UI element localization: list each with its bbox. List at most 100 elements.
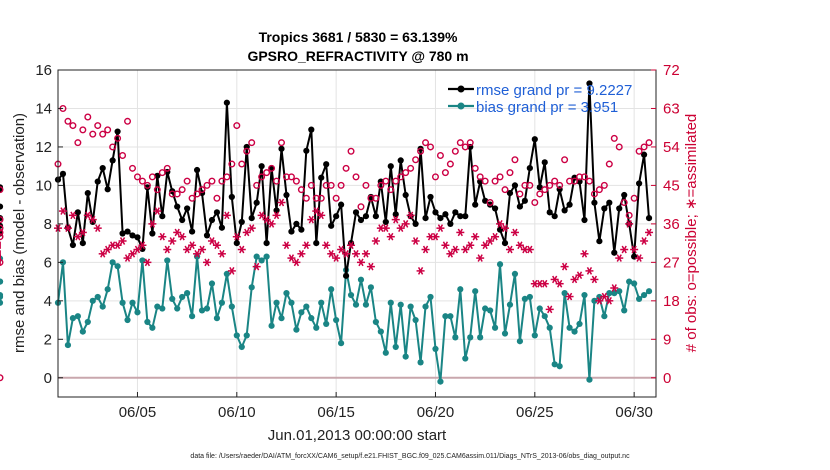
rmse-point (308, 126, 315, 133)
chart-title: Tropics 3681 / 5830 = 63.139% (259, 29, 458, 45)
obs-assimilated-point (123, 254, 132, 262)
rmse-point (119, 230, 126, 237)
obs-assimilated-point (337, 245, 346, 254)
bias-point (338, 340, 345, 347)
bias-point (561, 290, 568, 297)
obs-possible-point (317, 194, 325, 202)
y-tick-label: 2 (44, 331, 52, 348)
obs-assimilated-point (560, 262, 569, 271)
rmse-point (536, 184, 543, 191)
rmse-point (372, 213, 379, 220)
y2-axis-label: # of obs: o=possible; ∗=assimilated (683, 114, 700, 353)
obs-assimilated-point (371, 237, 380, 245)
bias-point (551, 361, 558, 368)
obs-possible-point (342, 164, 350, 172)
bias-point (427, 293, 434, 301)
obs-possible-point (431, 173, 439, 181)
obs-assimilated-point (605, 296, 614, 305)
bias-point (79, 328, 86, 335)
obs-possible-point (273, 177, 281, 185)
obs-possible-point (580, 173, 588, 181)
obs-assimilated-point (565, 292, 574, 301)
bias-point (496, 261, 504, 268)
obs-possible-point (258, 173, 266, 181)
obs-assimilated-point (391, 215, 400, 224)
bias-point (487, 307, 494, 314)
obs-assimilated-point (173, 228, 182, 237)
rmse-point (342, 272, 350, 279)
bias-point (129, 299, 136, 306)
bias-point (501, 330, 509, 337)
obs-assimilated-point (525, 245, 534, 254)
bias-point (367, 284, 375, 291)
bias-point (74, 313, 81, 320)
obs-possible-point (471, 164, 479, 172)
obs-assimilated-point (486, 237, 495, 245)
rmse-point (561, 207, 568, 214)
obs-assimilated-point (317, 211, 326, 220)
bias-point (531, 332, 538, 339)
obs-assimilated-point (133, 245, 142, 254)
obs-possible-point (640, 143, 648, 151)
obs-assimilated-point (307, 215, 316, 224)
obs-assimilated-point (600, 292, 609, 301)
bias-point (323, 320, 330, 328)
obs-possible-point (223, 173, 231, 181)
obs-possible-point (0, 228, 4, 236)
rmse-point (179, 216, 186, 224)
obs-assimilated-point (361, 249, 370, 258)
bias-point (149, 324, 156, 331)
obs-possible-point (536, 190, 544, 198)
bias-point (636, 295, 643, 302)
obs-assimilated-point (481, 241, 490, 250)
rmse-point (636, 180, 643, 187)
bias-point (397, 301, 404, 308)
bias-point (477, 334, 484, 341)
bias-point (333, 316, 340, 324)
obs-assimilated-point (163, 245, 172, 254)
obs-possible-point (595, 186, 603, 194)
obs-possible-point (124, 117, 132, 125)
obs-possible-point (600, 181, 608, 189)
rmse-point (213, 209, 221, 216)
obs-assimilated-point (436, 224, 445, 233)
obs-assimilated-point (272, 211, 281, 220)
bias-point (506, 301, 514, 308)
obs-assimilated-point (545, 305, 554, 314)
y-tick-label: 14 (35, 100, 52, 117)
y2-tick-label: 72 (663, 62, 680, 79)
rmse-point (427, 193, 434, 201)
obs-possible-point (158, 169, 166, 177)
obs-possible-point (456, 139, 464, 147)
bias-point (387, 299, 394, 306)
rmse-point (0, 203, 4, 210)
bias-point (407, 303, 414, 310)
obs-assimilated-point (292, 258, 301, 267)
y-axis-label: rmse and bias (model - observation) (11, 113, 28, 353)
obs-possible-point (347, 147, 355, 155)
bias-point (298, 309, 305, 316)
obs-assimilated-point (58, 207, 67, 215)
obs-possible-point (561, 156, 569, 164)
obs-possible-point (377, 181, 385, 189)
obs-possible-point (476, 173, 484, 181)
obs-possible-point (94, 122, 102, 130)
obs-possible-point (332, 194, 340, 202)
bias-point (208, 280, 216, 287)
bias-point (243, 332, 250, 339)
rmse-point (452, 209, 459, 216)
series-lines (0, 80, 653, 385)
bias-point (164, 257, 171, 264)
obs-possible-point (238, 160, 246, 168)
obs-possible-point (143, 181, 151, 189)
obs-assimilated-point (277, 198, 286, 207)
bias-point (417, 359, 424, 366)
rmse-point (253, 199, 260, 206)
obs-assimilated-point (267, 220, 276, 228)
obs-assimilated-point (461, 245, 470, 254)
bias-point (69, 315, 77, 322)
obs-assimilated-point (366, 262, 375, 271)
bias-point (347, 291, 355, 299)
rmse-point (218, 224, 226, 231)
obs-possible-point (625, 211, 633, 219)
